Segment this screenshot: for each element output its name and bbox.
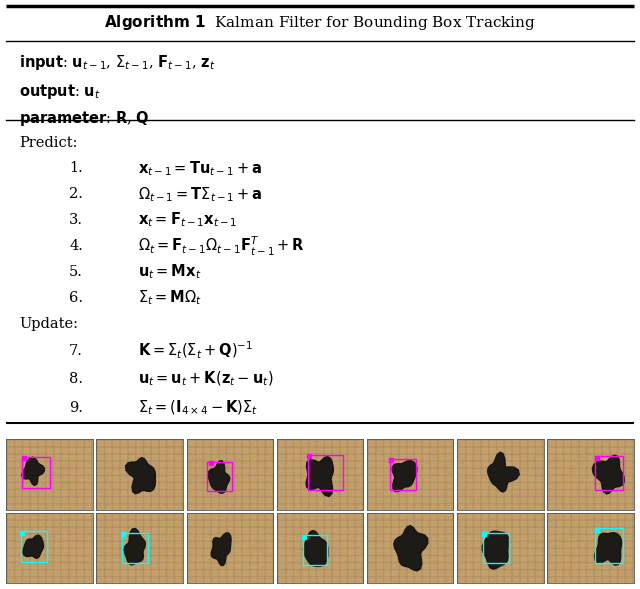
Bar [303,535,327,565]
Polygon shape [22,457,44,485]
Text: $\mathbf{input}$: $\mathbf{u}_{t-1}$, $\Sigma_{t-1}$, $\mathbf{F}_{t-1}$, $\math: $\mathbf{input}$: $\mathbf{u}_{t-1}$, $\… [19,52,216,72]
Text: $\times$: $\times$ [407,574,413,582]
Bar [122,532,148,564]
Polygon shape [394,525,428,571]
Text: 8.: 8. [69,372,83,386]
Bar [21,531,47,562]
Text: $\times$: $\times$ [227,574,233,582]
Polygon shape [306,456,333,497]
Text: 9.: 9. [69,401,83,415]
Polygon shape [124,528,145,565]
Text: $\times$: $\times$ [137,574,143,582]
Text: $\times$: $\times$ [588,574,593,582]
Polygon shape [488,452,519,492]
Bar [207,462,232,491]
Text: 3.: 3. [69,213,83,227]
Text: $\Omega_t = \mathbf{F}_{t-1}\Omega_{t-1}\mathbf{F}_{t-1}^T + \mathbf{R}$: $\Omega_t = \mathbf{F}_{t-1}\Omega_{t-1}… [138,234,305,257]
Text: $\times$: $\times$ [317,574,323,582]
Polygon shape [482,531,509,569]
Text: $\mathbf{u}_t = \mathbf{u}_t + \mathbf{K}(\mathbf{z}_t - \mathbf{u}_t)$: $\mathbf{u}_t = \mathbf{u}_t + \mathbf{K… [138,370,274,389]
Text: $\times$: $\times$ [47,574,52,582]
Polygon shape [595,532,621,565]
Text: 2.: 2. [69,187,83,201]
Polygon shape [303,531,328,567]
Polygon shape [208,461,230,494]
Polygon shape [593,455,624,494]
Text: $\mathbf{u}_t = \mathbf{M}\mathbf{x}_t$: $\mathbf{u}_t = \mathbf{M}\mathbf{x}_t$ [138,263,202,281]
Text: 7.: 7. [69,344,83,358]
Text: $\times$: $\times$ [47,501,52,508]
Text: $\mathbf{Algorithm\ 1}$  Kalman Filter for Bounding Box Tracking: $\mathbf{Algorithm\ 1}$ Kalman Filter fo… [104,13,536,32]
Text: $\Omega_{t-1} = \mathbf{T}\Sigma_{t-1} + \mathbf{a}$: $\Omega_{t-1} = \mathbf{T}\Sigma_{t-1} +… [138,185,262,204]
Text: $\times$: $\times$ [227,501,233,508]
Text: $\mathbf{parameter}$: $\mathbf{R}$, $\mathbf{Q}$: $\mathbf{parameter}$: $\mathbf{R}$, $\ma… [19,109,150,128]
Polygon shape [125,458,156,494]
Bar [483,532,509,564]
Text: $\times$: $\times$ [137,501,143,508]
Polygon shape [392,461,417,492]
Text: $\mathbf{x}_{t-1} = \mathbf{T}\mathbf{u}_{t-1} + \mathbf{a}$: $\mathbf{x}_{t-1} = \mathbf{T}\mathbf{u}… [138,159,262,178]
Polygon shape [211,533,231,565]
Text: Predict:: Predict: [19,137,77,150]
Polygon shape [23,535,44,558]
Text: 6.: 6. [69,290,83,305]
Text: Update:: Update: [19,317,78,331]
Text: $\mathbf{x}_t = \mathbf{F}_{t-1}\mathbf{x}_{t-1}$: $\mathbf{x}_t = \mathbf{F}_{t-1}\mathbf{… [138,211,237,230]
Text: 4.: 4. [69,239,83,253]
Text: 1.: 1. [69,161,83,176]
Text: $\Sigma_t = (\mathbf{I}_{4\times4} - \mathbf{K})\Sigma_t$: $\Sigma_t = (\mathbf{I}_{4\times4} - \ma… [138,398,258,417]
Bar [595,528,623,564]
Bar [595,456,623,490]
Text: $\mathbf{K} = \Sigma_t(\Sigma_t + \mathbf{Q})^{-1}$: $\mathbf{K} = \Sigma_t(\Sigma_t + \mathb… [138,340,253,362]
Text: $\times$: $\times$ [588,501,593,508]
Text: $\times$: $\times$ [317,501,323,508]
Text: $\times$: $\times$ [407,501,413,508]
Text: $\Sigma_t = \mathbf{M}\Omega_t$: $\Sigma_t = \mathbf{M}\Omega_t$ [138,288,202,307]
Text: $\mathbf{output}$: $\mathbf{u}_{t}$: $\mathbf{output}$: $\mathbf{u}_{t}$ [19,82,100,101]
Bar [390,459,416,490]
Text: $\times$: $\times$ [497,501,503,508]
Text: $\times$: $\times$ [497,574,503,582]
Bar [22,457,50,488]
Bar [308,455,342,490]
Text: 5.: 5. [69,264,83,279]
